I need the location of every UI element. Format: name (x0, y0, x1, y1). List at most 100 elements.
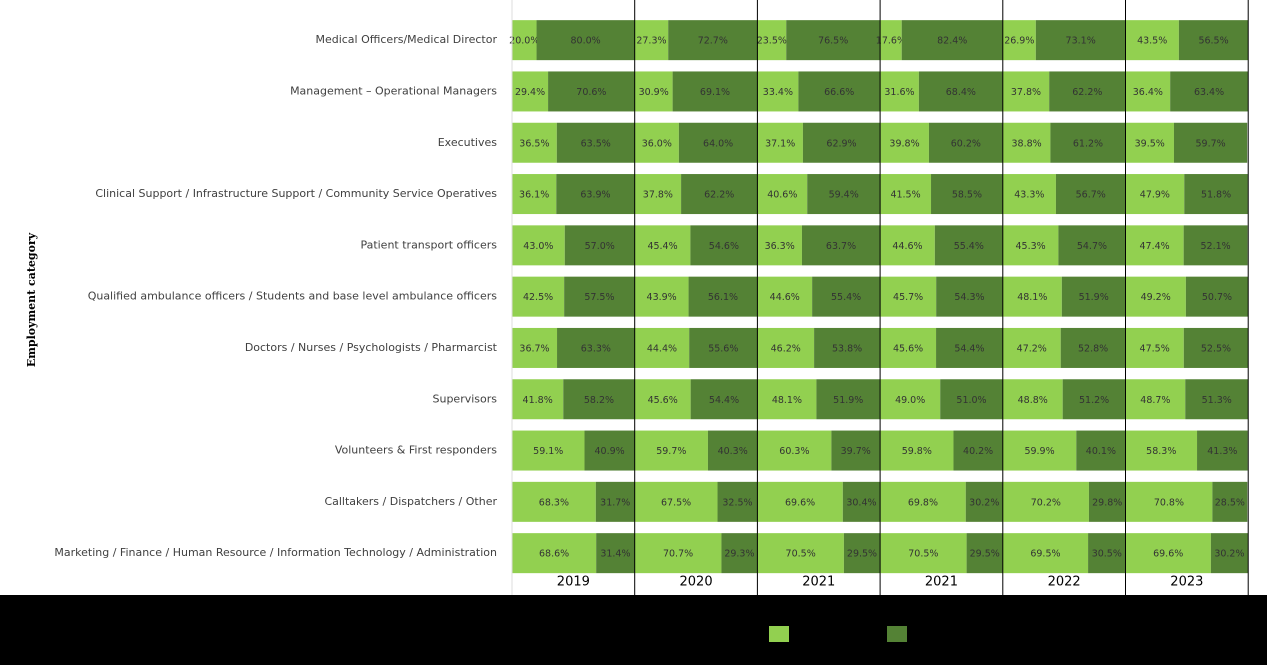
bar-segment (1185, 379, 1249, 420)
value-label: 58.5% (952, 190, 982, 201)
bar-segment (1125, 122, 1174, 163)
bar-segment (584, 430, 635, 471)
value-label: 42.5% (523, 292, 553, 303)
bar-segment (1002, 122, 1051, 163)
category-label: Doctors / Nurses / Psychologists / Pharm… (245, 341, 498, 354)
bar-segment (757, 71, 799, 112)
bar-segment (536, 20, 635, 61)
value-label: 38.8% (1012, 138, 1042, 149)
bar-segment (786, 20, 881, 61)
bar-segment (634, 225, 691, 266)
category-label: Marketing / Finance / Human Resource / I… (54, 546, 497, 559)
value-label: 47.2% (1017, 343, 1047, 354)
value-label: 23.5% (757, 36, 787, 47)
bar-segment (880, 276, 937, 317)
bar-segment (814, 327, 881, 368)
value-label: 52.8% (1078, 343, 1108, 354)
value-label: 59.9% (1024, 446, 1054, 457)
category-label: Supervisors (432, 392, 497, 405)
bar-segment (757, 225, 802, 266)
legend-swatch (769, 626, 789, 642)
value-label: 54.3% (954, 292, 984, 303)
bar-segment (1185, 276, 1249, 317)
value-label: 45.6% (893, 343, 923, 354)
value-label: 17.6% (876, 36, 906, 47)
bar-segment (668, 20, 758, 61)
value-label: 47.9% (1140, 190, 1170, 201)
value-label: 69.8% (908, 497, 938, 508)
bar-segment (1002, 379, 1063, 420)
value-label: 48.7% (1140, 395, 1170, 406)
category-label: Calltakers / Dispatchers / Other (324, 495, 497, 508)
bar-segment (816, 379, 881, 420)
category-label: Volunteers & First responders (335, 444, 497, 457)
value-label: 41.8% (523, 395, 553, 406)
bar-segment (512, 430, 585, 471)
value-label: 76.5% (818, 36, 848, 47)
value-label: 55.4% (954, 241, 984, 252)
bar-segment (512, 71, 549, 112)
bar-segment (757, 174, 808, 215)
value-label: 29.5% (847, 549, 877, 560)
value-label: 70.5% (908, 549, 938, 560)
bar-segment (512, 533, 597, 574)
value-label: 36.7% (519, 343, 549, 354)
value-label: 31.6% (884, 87, 914, 98)
bar-segment (564, 225, 635, 266)
value-label: 51.9% (833, 395, 863, 406)
bar-segment (757, 122, 803, 163)
value-label: 58.2% (584, 395, 614, 406)
value-label: 49.2% (1141, 292, 1171, 303)
bar-segment (1125, 174, 1185, 215)
value-label: 37.8% (643, 190, 673, 201)
value-label: 82.4% (937, 36, 967, 47)
bar-segment (1184, 174, 1248, 215)
value-label: 63.5% (581, 138, 611, 149)
bar-segment (1055, 174, 1126, 215)
value-label: 36.0% (642, 138, 672, 149)
bar-segment (880, 481, 966, 522)
value-label: 40.3% (718, 446, 748, 457)
value-label: 40.9% (595, 446, 625, 457)
value-label: 39.7% (841, 446, 871, 457)
value-label: 59.1% (533, 446, 563, 457)
bar-segment (556, 174, 635, 215)
category-label: Clinical Support / Infrastructure Suppor… (95, 187, 497, 200)
value-label: 67.5% (661, 497, 691, 508)
value-label: 26.9% (1004, 36, 1034, 47)
bar-segment (798, 71, 881, 112)
value-label: 47.5% (1140, 343, 1170, 354)
category-label: Management – Operational Managers (290, 84, 497, 97)
bar-segment (1002, 327, 1061, 368)
value-label: 30.2% (1214, 549, 1244, 560)
bar-segment (1125, 327, 1184, 368)
bar-segment (596, 533, 635, 574)
value-label: 80.0% (571, 36, 601, 47)
value-label: 51.0% (956, 395, 986, 406)
value-label: 45.3% (1015, 241, 1045, 252)
category-label: Medical Officers/Medical Director (315, 33, 497, 46)
value-label: 53.8% (832, 343, 862, 354)
value-label: 64.0% (703, 138, 733, 149)
value-label: 52.5% (1201, 343, 1231, 354)
value-label: 69.1% (700, 87, 730, 98)
value-label: 36.4% (1133, 87, 1163, 98)
value-label: 30.4% (846, 497, 876, 508)
value-label: 51.9% (1079, 292, 1109, 303)
value-label: 41.3% (1207, 446, 1237, 457)
bar-segment (1197, 430, 1248, 471)
value-label: 40.6% (767, 190, 797, 201)
value-label: 66.6% (824, 87, 854, 98)
bar-segment (1076, 430, 1126, 471)
value-label: 51.8% (1201, 190, 1231, 201)
value-label: 54.4% (954, 343, 984, 354)
value-label: 57.5% (584, 292, 614, 303)
value-label: 45.4% (647, 241, 677, 252)
bar-segment (757, 276, 813, 317)
bar-segment (1002, 276, 1062, 317)
value-label: 30.2% (969, 497, 999, 508)
bar-segment (757, 430, 832, 471)
bar-segment (1002, 225, 1059, 266)
value-label: 68.6% (539, 549, 569, 560)
bar-segment (966, 533, 1003, 574)
